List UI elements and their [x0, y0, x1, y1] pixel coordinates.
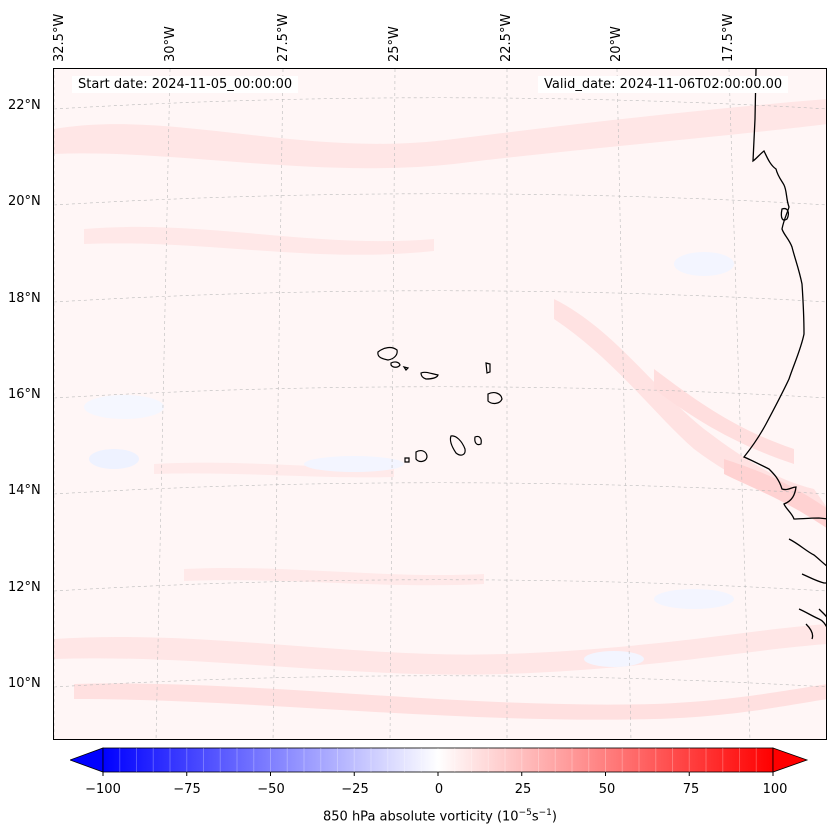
vorticity-blob	[674, 252, 734, 276]
lon-label-27-5w: 27.5°W	[276, 13, 291, 62]
grid-lat-line	[54, 193, 826, 206]
cb-tick-label-0: 0	[434, 782, 444, 797]
vorticity-blob	[584, 651, 644, 667]
cb-tick-label-neg50: −50	[257, 782, 285, 797]
grid-lon-line	[272, 69, 284, 739]
island-brava	[404, 457, 410, 463]
island-maio	[474, 435, 482, 446]
vorticity-band	[554, 299, 826, 509]
colorbar-steps	[119, 748, 757, 772]
lat-label-22n: 22°N	[8, 98, 41, 113]
cb-tick-label-75: 75	[682, 782, 700, 797]
vorticity-band	[54, 624, 826, 675]
island-sal	[485, 362, 491, 374]
vorticity-blob	[654, 589, 734, 609]
grid-lon-line	[155, 69, 171, 739]
lat-label-12n: 12°N	[8, 580, 41, 595]
vorticity-band	[84, 226, 434, 255]
cb-label-exp2: −1	[538, 808, 552, 818]
map-canvas	[54, 69, 826, 739]
cb-tick-label-neg25: −25	[341, 782, 369, 797]
lat-label-10n: 10°N	[8, 676, 41, 691]
lon-label-32-5w: 32.5°W	[52, 13, 67, 62]
cb-label-exp1: −5	[518, 808, 532, 818]
vorticity-shading	[54, 99, 826, 720]
grid-lat-line	[54, 386, 826, 399]
vorticity-band	[74, 683, 826, 720]
cape-verde-islands	[377, 346, 503, 463]
grid-lon-line	[616, 69, 632, 739]
cb-tick-label-neg100: −100	[85, 782, 121, 797]
grid-lat-line	[54, 290, 826, 303]
island-sao-nicolau	[420, 371, 439, 380]
colorbar-svg	[68, 747, 809, 776]
vorticity-blob	[304, 456, 404, 472]
lat-label-16n: 16°N	[8, 387, 41, 402]
graticule	[54, 69, 826, 739]
lon-label-22-5w: 22.5°W	[499, 13, 514, 62]
cb-tick-label-neg75: −75	[173, 782, 201, 797]
valid-date-label: Valid_date: 2024-11-06T02:00:00.00	[538, 76, 789, 93]
vorticity-blob	[84, 395, 164, 419]
lat-label-14n: 14°N	[8, 483, 41, 498]
colorbar-max-extend	[772, 747, 809, 773]
lon-label-20w: 20°W	[609, 26, 624, 62]
grid-lat-line	[54, 675, 826, 688]
lon-label-30w: 30°W	[163, 26, 178, 62]
colorbar-label: 850 hPa absolute vorticity (10−5s−1)	[0, 808, 837, 824]
lon-label-17-5w: 17.5°W	[721, 13, 736, 62]
island-santo-antao	[377, 346, 398, 361]
grid-lat-line	[54, 97, 826, 110]
island-sao-vicente	[390, 361, 401, 368]
grid-lat-line	[54, 482, 826, 495]
african-coastline	[742, 69, 826, 640]
colorbar	[68, 746, 810, 776]
vorticity-blob	[89, 449, 139, 469]
vorticity-band	[154, 462, 394, 478]
island-santiago	[449, 435, 466, 456]
vorticity-band	[654, 369, 794, 464]
grid-lat-line	[54, 579, 826, 592]
colorbar-body	[102, 747, 774, 773]
island-santa-luzia	[402, 366, 410, 371]
cb-label-mid: s	[531, 809, 539, 825]
coast-west-africa	[742, 69, 826, 520]
cb-label-suffix: )	[551, 809, 557, 825]
start-date-label: Start date: 2024-11-05_00:00:00	[72, 76, 299, 93]
coast-guinea-bissau	[788, 538, 826, 640]
vorticity-band	[724, 459, 826, 528]
grid-lon-line	[728, 69, 751, 739]
island-fogo	[415, 450, 428, 463]
island-boa-vista	[487, 392, 503, 405]
vorticity-band	[54, 99, 826, 169]
map-panel[interactable]	[53, 68, 827, 740]
cb-tick-label-50: 50	[598, 782, 616, 797]
cb-tick-label-25: 25	[514, 782, 532, 797]
vorticity-band	[184, 567, 484, 586]
colorbar-min-extend	[68, 747, 104, 773]
lat-label-20n: 20°N	[8, 194, 41, 209]
lat-label-18n: 18°N	[8, 291, 41, 306]
grid-lon-line	[389, 69, 396, 739]
lon-label-25w: 25°W	[387, 26, 402, 62]
coast-banc-darguin	[780, 207, 789, 221]
cb-label-prefix: 850 hPa absolute vorticity (10	[323, 809, 519, 825]
colorbar-tick-marks	[102, 772, 774, 776]
cb-tick-label-100: 100	[762, 782, 788, 797]
